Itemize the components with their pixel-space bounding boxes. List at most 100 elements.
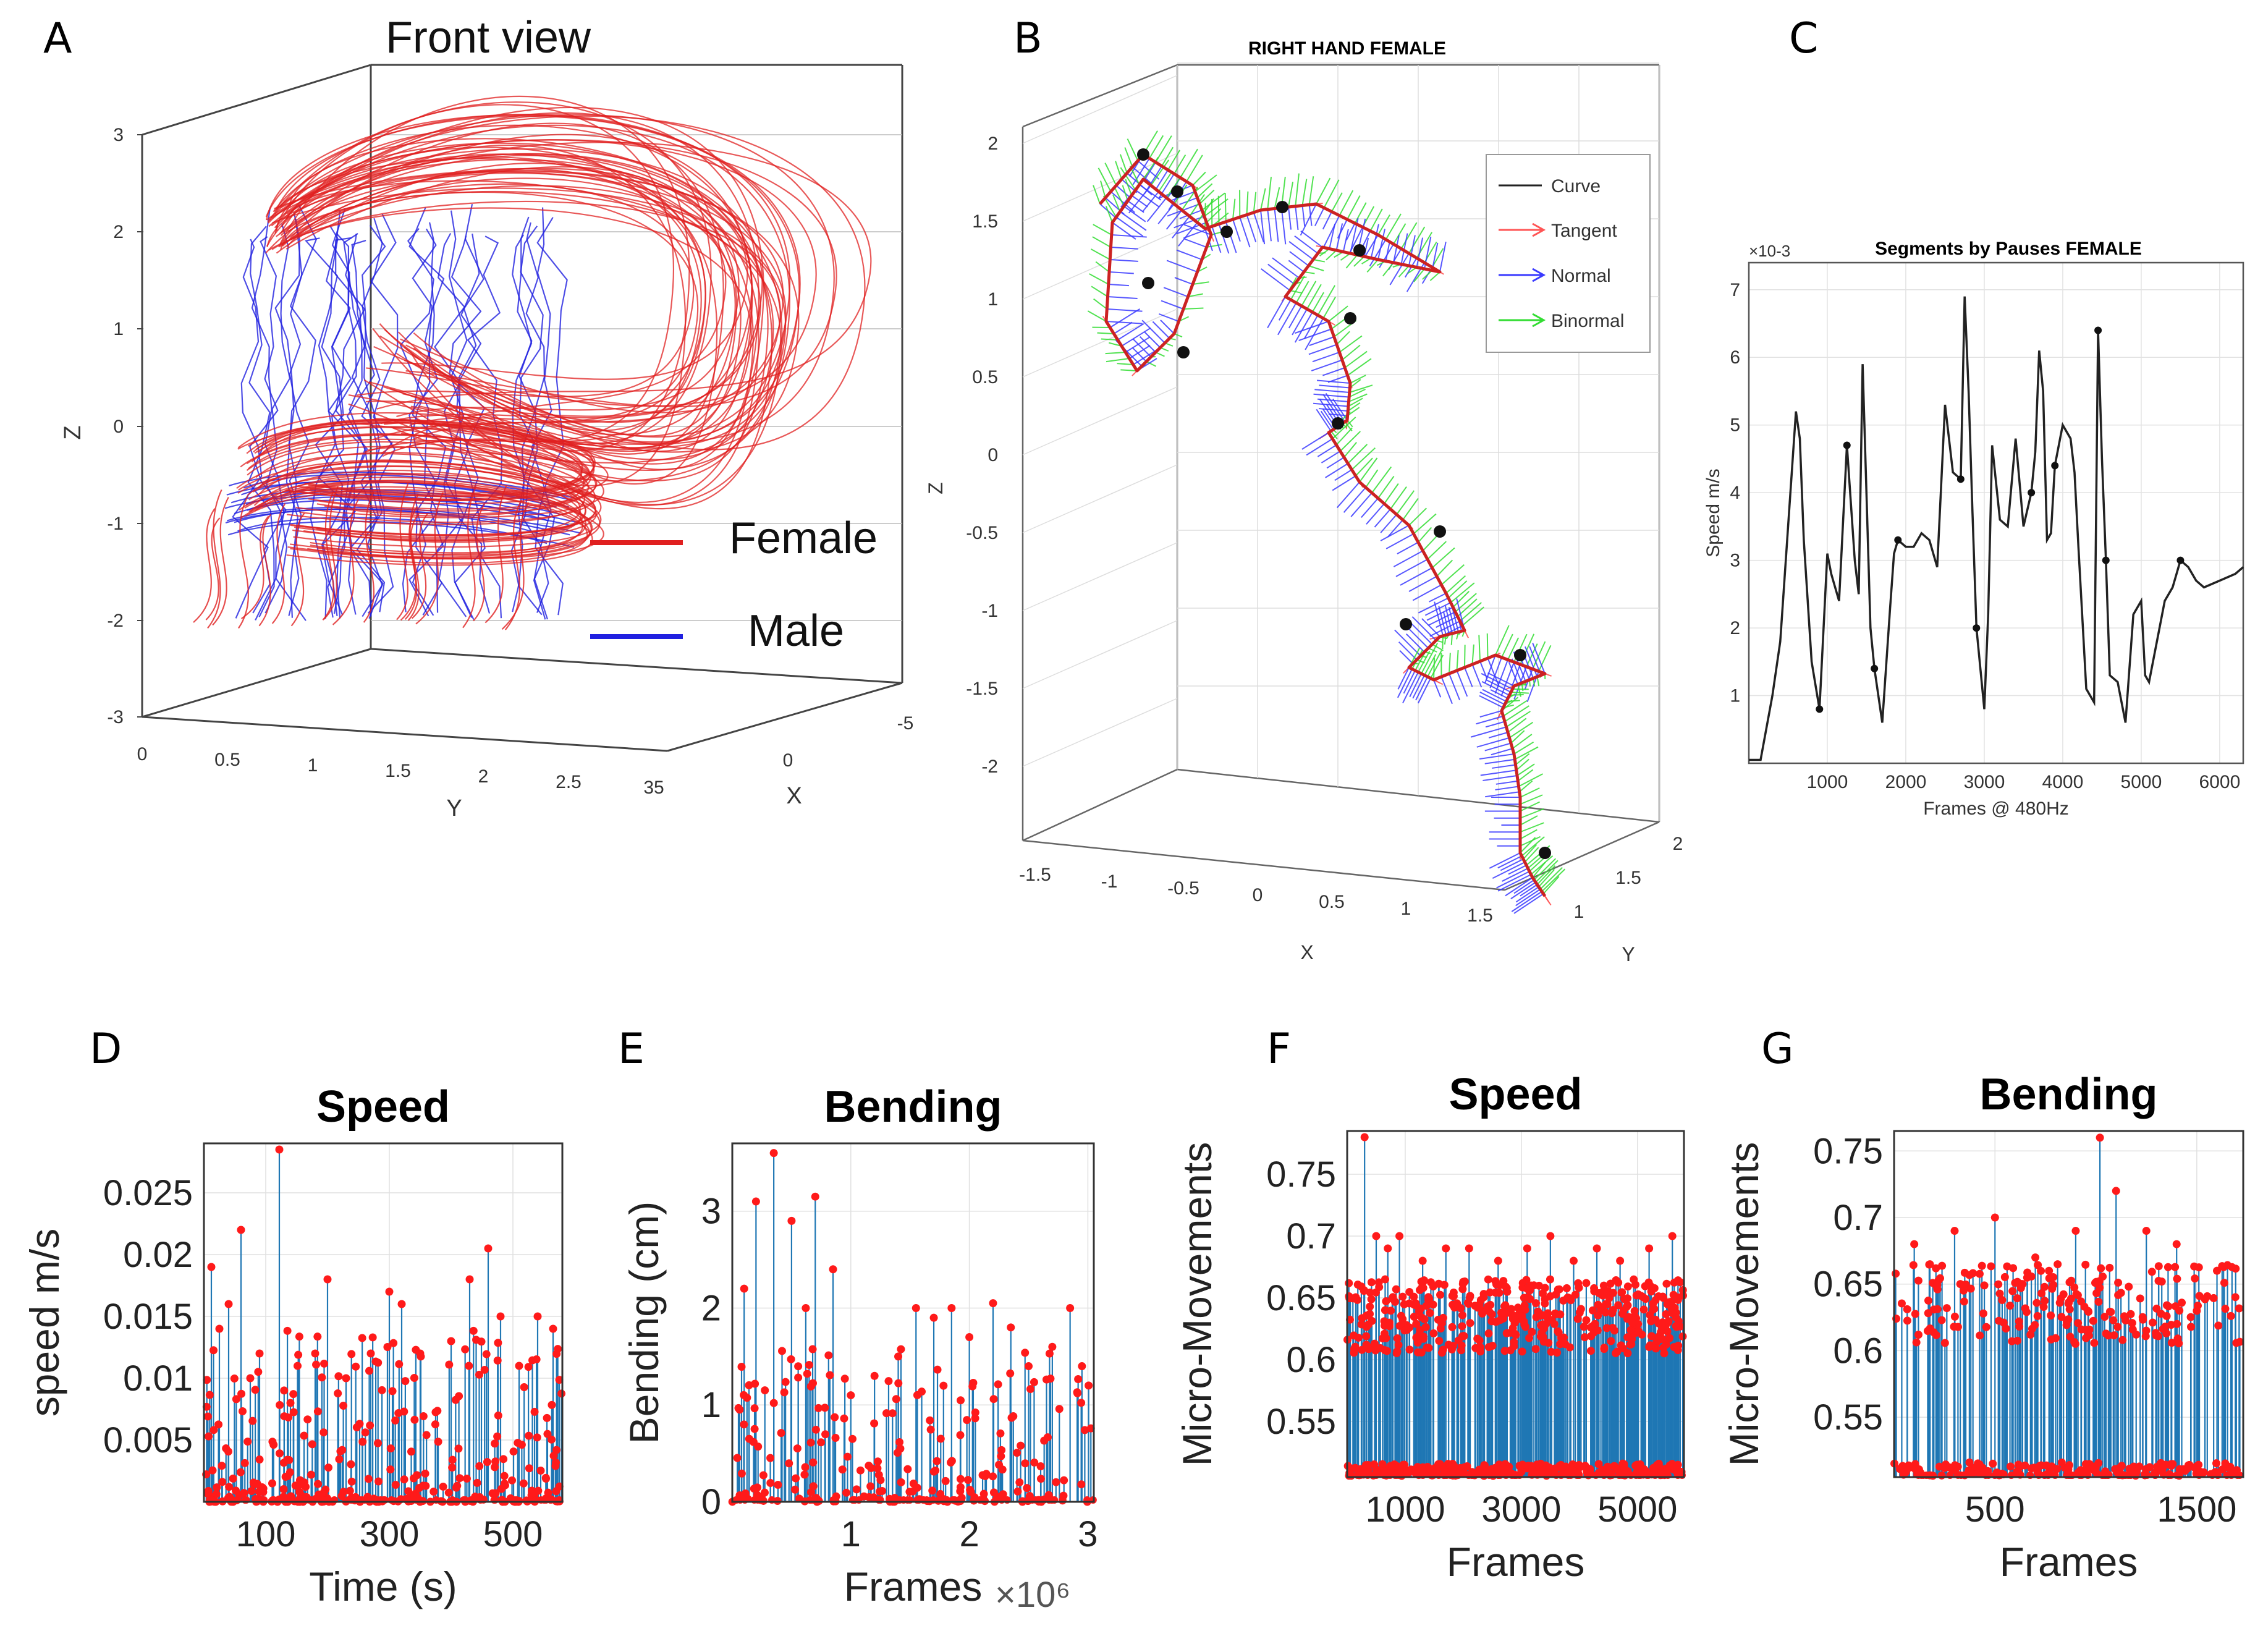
panel-d-marker	[209, 1426, 218, 1434]
panel-e-marker	[1052, 1478, 1060, 1486]
panel-b-normal-vector	[1525, 646, 1538, 677]
panel-d-marker	[410, 1474, 418, 1483]
panel-g-marker	[1937, 1316, 1946, 1324]
panel-e-stem-chart: 0 1 2 3 1 2 3 Bending Frames Bending (cm) ×10⁶	[621, 1082, 1098, 1615]
panel-b-binormal-vector	[1402, 498, 1419, 520]
panel-b-gridline	[1022, 75, 1178, 144]
panel-f-marker	[1618, 1310, 1626, 1318]
panel-f-marker	[1387, 1307, 1395, 1315]
panel-f-marker	[1628, 1318, 1637, 1327]
panel-b-binormal-vector	[1495, 625, 1510, 656]
panel-d-marker	[475, 1370, 483, 1379]
panel-f-marker	[1499, 1464, 1507, 1472]
panel-f-marker	[1417, 1348, 1426, 1357]
panel-d-marker	[555, 1376, 564, 1384]
panel-f-marker	[1475, 1336, 1484, 1345]
panel-b-normal-vector	[1128, 345, 1151, 359]
panel-d-marker	[339, 1401, 348, 1410]
panel-a-female-strand	[415, 492, 444, 625]
panel-g-marker	[1982, 1323, 1990, 1331]
panel-f-marker	[1484, 1343, 1493, 1352]
panel-d-marker	[205, 1391, 214, 1399]
panel-b-normal-vector	[1436, 616, 1458, 628]
panel-b-normal-vector	[1448, 607, 1456, 633]
panel-g-y-label: Micro-Movements	[1721, 1142, 1767, 1466]
panel-e-marker	[896, 1444, 905, 1453]
panel-f-marker	[1574, 1279, 1583, 1287]
panel-d-marker	[473, 1478, 481, 1487]
panel-g-marker	[2167, 1321, 2175, 1329]
panel-d-marker	[472, 1336, 481, 1344]
panel-c-x-tick: 5000	[2121, 772, 2162, 792]
panel-f-marker	[1458, 1311, 1467, 1319]
panel-b-normal-vector	[1157, 203, 1175, 224]
panel-b-normal-vector	[1319, 384, 1350, 389]
panel-b-binormal-vector	[1422, 535, 1439, 551]
panel-b-normal-vector	[1424, 602, 1451, 616]
panel-g-marker	[2100, 1313, 2109, 1321]
panel-e-marker	[939, 1381, 948, 1390]
panel-b-normal-vector	[1107, 308, 1143, 312]
panel-e-marker	[1080, 1426, 1089, 1434]
panel-f-marker	[1420, 1315, 1429, 1324]
panel-b-normal-vector	[1298, 328, 1332, 341]
panel-f-marker	[1486, 1288, 1494, 1297]
panel-d-marker	[230, 1374, 239, 1383]
panel-g-marker	[2221, 1305, 2230, 1313]
panel-g-marker	[2084, 1308, 2093, 1316]
panel-g-marker	[2178, 1298, 2186, 1307]
panel-f-marker	[1515, 1310, 1523, 1318]
panel-b-binormal-vector	[1507, 718, 1527, 733]
panel-d-marker	[352, 1423, 361, 1431]
panel-e-marker	[897, 1345, 905, 1353]
panel-e-marker	[750, 1425, 759, 1433]
panel-b-normal-vector	[1483, 775, 1518, 781]
panel-b-binormal-vector	[1349, 379, 1361, 389]
panel-d-marker	[204, 1489, 213, 1498]
panel-a-female-loop	[286, 167, 748, 380]
panel-b-binormal-vector	[1149, 135, 1164, 159]
panel-g-marker	[2186, 1313, 2195, 1321]
panel-f-marker	[1672, 1323, 1681, 1331]
panel-b-binormal-vector	[1347, 358, 1372, 376]
panel-g-marker	[2059, 1290, 2068, 1298]
panel-b-binormal-vector	[1532, 862, 1546, 878]
panel-b-normal-vector	[1127, 200, 1144, 213]
panel-b-binormal-vector	[1478, 635, 1481, 662]
panel-b-normal-vector	[1505, 877, 1533, 897]
panel-e-marker	[843, 1452, 852, 1461]
panel-d-marker	[404, 1487, 413, 1496]
panel-e-marker	[802, 1303, 810, 1312]
panel-g-marker	[1994, 1280, 2003, 1289]
panel-g-marker	[2114, 1278, 2123, 1287]
panel-e-marker	[1077, 1399, 1086, 1407]
panel-b-gridline	[1022, 620, 1178, 689]
panel-d-marker	[385, 1287, 394, 1296]
panel-b-binormal-vector	[1535, 860, 1559, 883]
panel-g-marker	[1937, 1471, 1946, 1480]
panel-b-normal-vector	[1408, 575, 1437, 592]
panel-g-marker	[2128, 1325, 2137, 1334]
panel-b-normal-vector	[1294, 311, 1313, 343]
panel-f-marker	[1668, 1232, 1677, 1240]
panel-f-marker	[1351, 1464, 1360, 1472]
panel-e-marker	[856, 1466, 865, 1475]
panel-b-binormal-vector	[1328, 305, 1348, 322]
panel-f-marker	[1439, 1465, 1448, 1473]
panel-f-marker	[1659, 1294, 1668, 1302]
panel-g-marker	[2136, 1294, 2144, 1303]
panel-f-marker	[1542, 1319, 1550, 1328]
panel-f-marker	[1546, 1275, 1554, 1284]
panel-b-binormal-vector	[1349, 384, 1373, 393]
panel-e-marker	[997, 1446, 1006, 1454]
panel-d-marker	[239, 1407, 247, 1415]
panel-f-marker	[1371, 1346, 1380, 1355]
panel-d-marker	[284, 1413, 293, 1421]
panel-d-marker	[295, 1332, 303, 1341]
panel-b-normal-vector	[1480, 769, 1516, 776]
panel-b-normal-vector	[1334, 469, 1353, 481]
panel-d-marker	[307, 1470, 316, 1479]
panel-b-x-tick: -1.5	[1019, 865, 1051, 885]
panel-c-y-tick: 6	[1730, 347, 1740, 368]
panel-a-gridlines	[371, 134, 902, 621]
